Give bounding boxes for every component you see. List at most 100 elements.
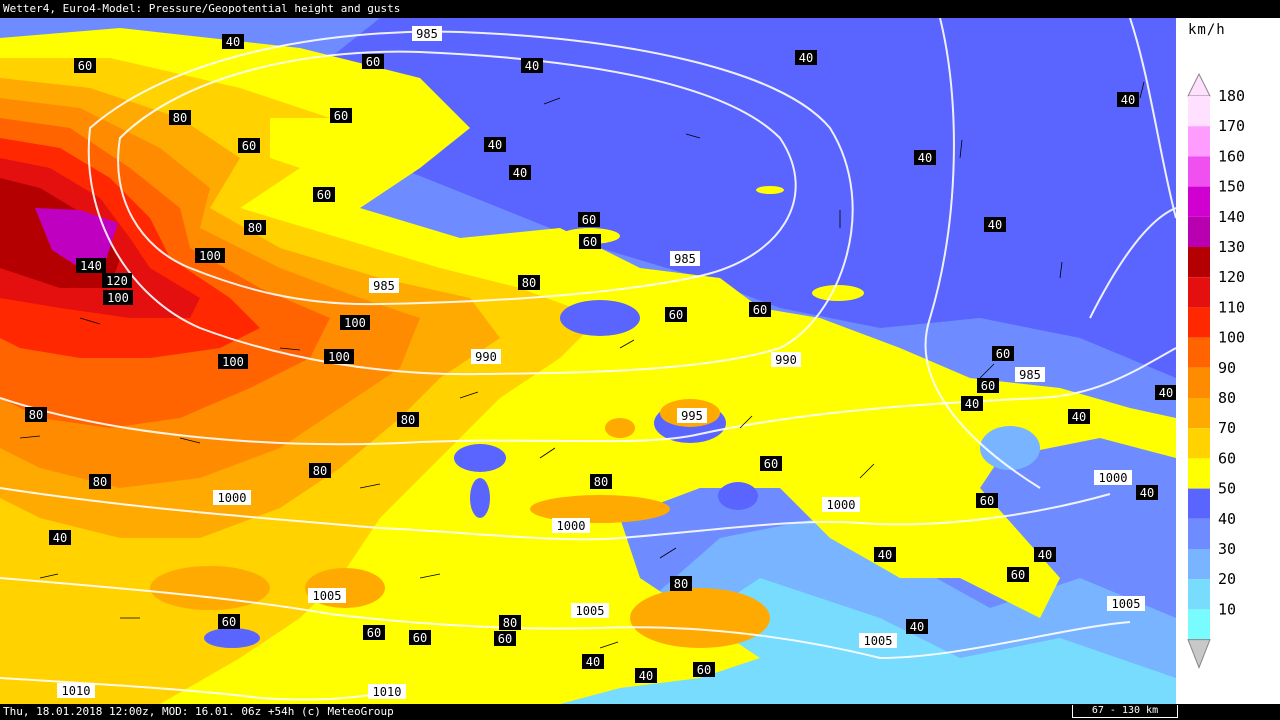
gust-pocket bbox=[150, 566, 270, 610]
svg-text:985: 985 bbox=[373, 279, 395, 293]
isobar-label: 985 bbox=[412, 26, 442, 41]
gust-label: 40 bbox=[1034, 547, 1056, 562]
svg-text:40: 40 bbox=[1121, 93, 1135, 107]
gust-pocket bbox=[630, 588, 770, 648]
svg-text:80: 80 bbox=[674, 577, 688, 591]
svg-text:1000: 1000 bbox=[218, 491, 247, 505]
calm-pocket bbox=[980, 426, 1040, 470]
gust-label: 60 bbox=[330, 108, 352, 123]
svg-text:1000: 1000 bbox=[827, 498, 856, 512]
legend-swatch bbox=[1188, 367, 1210, 398]
isobar-label: 1005 bbox=[859, 633, 897, 648]
gust-label: 60 bbox=[665, 307, 687, 322]
svg-text:60: 60 bbox=[222, 615, 236, 629]
calm-pocket bbox=[204, 628, 260, 648]
svg-text:40: 40 bbox=[799, 51, 813, 65]
svg-text:100: 100 bbox=[107, 291, 129, 305]
svg-text:100: 100 bbox=[328, 350, 350, 364]
legend-swatch bbox=[1188, 398, 1210, 429]
gust-label: 40 bbox=[906, 619, 928, 634]
svg-text:80: 80 bbox=[173, 111, 187, 125]
gust-zone-50 bbox=[330, 18, 1176, 378]
gust-label: 140 bbox=[76, 258, 106, 273]
legend-swatch bbox=[1188, 247, 1210, 278]
legend-value: 60 bbox=[1218, 449, 1236, 467]
svg-text:1005: 1005 bbox=[576, 604, 605, 618]
legend-swatch bbox=[1188, 458, 1210, 489]
isobar-label: 1005 bbox=[308, 588, 346, 603]
gust-label: 40 bbox=[1155, 385, 1176, 400]
svg-text:80: 80 bbox=[313, 464, 327, 478]
gust-label: 40 bbox=[521, 58, 543, 73]
gust-label: 40 bbox=[874, 547, 896, 562]
legend-swatch bbox=[1188, 126, 1210, 157]
legend-value: 120 bbox=[1218, 268, 1245, 286]
legend-value: 150 bbox=[1218, 178, 1245, 196]
legend-swatch bbox=[1188, 579, 1210, 610]
legend-value: 50 bbox=[1218, 480, 1236, 498]
svg-text:40: 40 bbox=[1038, 548, 1052, 562]
svg-text:60: 60 bbox=[366, 55, 380, 69]
svg-text:40: 40 bbox=[53, 531, 67, 545]
svg-text:40: 40 bbox=[878, 548, 892, 562]
gust-zone-140 bbox=[35, 208, 118, 268]
legend-swatch bbox=[1188, 307, 1210, 338]
svg-text:40: 40 bbox=[1072, 410, 1086, 424]
gust-label: 80 bbox=[499, 615, 521, 630]
map-title: Wetter4, Euro4-Model: Pressure/Geopotent… bbox=[0, 0, 1280, 18]
legend-value: 20 bbox=[1218, 570, 1236, 588]
gust-label: 60 bbox=[363, 625, 385, 640]
footer: Thu, 18.01.2018 12:00z, MOD: 16.01. 06z … bbox=[0, 704, 1280, 720]
isobar-label: 1000 bbox=[1094, 470, 1132, 485]
gust-label: 60 bbox=[218, 614, 240, 629]
legend-swatch bbox=[1188, 549, 1210, 580]
gust-label: 40 bbox=[984, 217, 1006, 232]
legend-min-arrow bbox=[1187, 639, 1211, 669]
svg-text:60: 60 bbox=[996, 347, 1010, 361]
gust-label: 100 bbox=[324, 349, 354, 364]
gust-label: 40 bbox=[1136, 485, 1158, 500]
isobars bbox=[0, 18, 1176, 701]
gust-label: 40 bbox=[222, 34, 244, 49]
isobar-label: 985 bbox=[369, 278, 399, 293]
gust-label: 60 bbox=[313, 187, 335, 202]
svg-text:985: 985 bbox=[416, 27, 438, 41]
svg-text:60: 60 bbox=[1011, 568, 1025, 582]
svg-text:80: 80 bbox=[248, 221, 262, 235]
svg-text:40: 40 bbox=[639, 669, 653, 683]
gust-label: 100 bbox=[103, 290, 133, 305]
svg-text:40: 40 bbox=[525, 59, 539, 73]
gust-label: 60 bbox=[992, 346, 1014, 361]
svg-text:985: 985 bbox=[1019, 368, 1041, 382]
gust-label: 60 bbox=[362, 54, 384, 69]
legend-swatch bbox=[1188, 609, 1210, 640]
gust-label: 40 bbox=[49, 530, 71, 545]
legend-swatch bbox=[1188, 488, 1210, 519]
svg-text:40: 40 bbox=[988, 218, 1002, 232]
svg-text:40: 40 bbox=[488, 138, 502, 152]
svg-text:1000: 1000 bbox=[557, 519, 586, 533]
legend-value: 10 bbox=[1218, 600, 1236, 618]
svg-text:120: 120 bbox=[106, 274, 128, 288]
gust-label: 40 bbox=[961, 396, 983, 411]
gust-label: 60 bbox=[74, 58, 96, 73]
gust-label: 60 bbox=[749, 302, 771, 317]
legend-value: 180 bbox=[1218, 87, 1245, 105]
legend-swatch bbox=[1188, 96, 1210, 127]
gust-label: 80 bbox=[518, 275, 540, 290]
svg-text:80: 80 bbox=[594, 475, 608, 489]
svg-text:1000: 1000 bbox=[1099, 471, 1128, 485]
legend-swatch bbox=[1188, 277, 1210, 308]
gust-label: 60 bbox=[579, 234, 601, 249]
legend-swatch bbox=[1188, 216, 1210, 247]
svg-text:60: 60 bbox=[413, 631, 427, 645]
svg-text:40: 40 bbox=[226, 35, 240, 49]
calm-pocket bbox=[718, 482, 758, 510]
isobar-label: 1010 bbox=[57, 683, 95, 698]
legend-unit: km/h bbox=[1188, 22, 1226, 38]
svg-text:1005: 1005 bbox=[864, 634, 893, 648]
svg-text:1010: 1010 bbox=[373, 685, 402, 699]
scale-bar: 67 - 130 km bbox=[1072, 705, 1178, 718]
calm-pocket bbox=[454, 444, 506, 472]
